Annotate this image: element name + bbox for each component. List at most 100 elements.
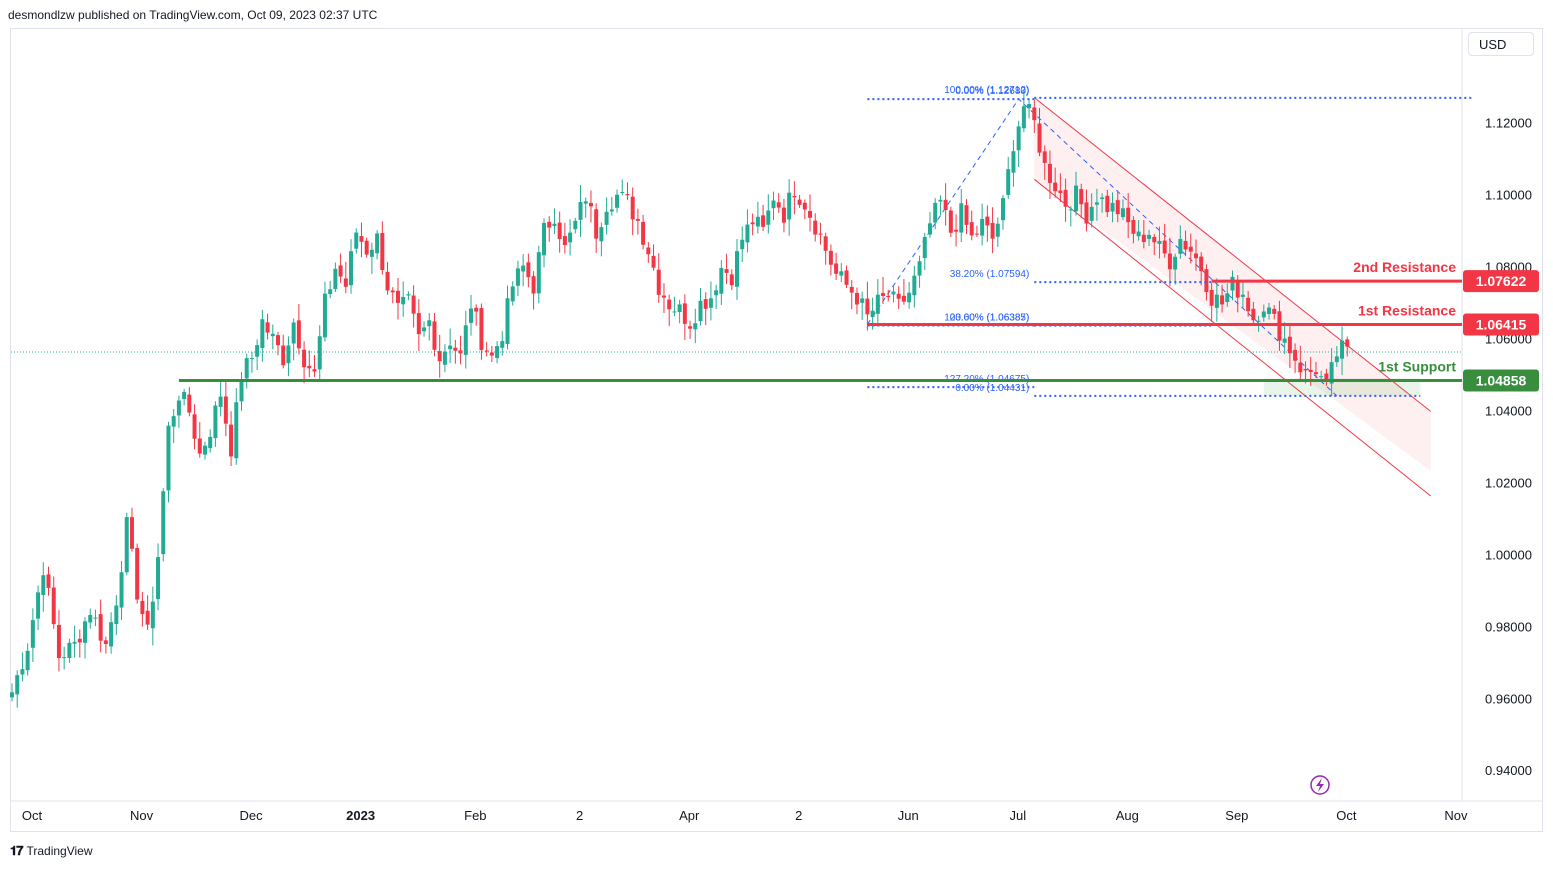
candle-body <box>182 391 187 400</box>
candle-body <box>114 605 119 625</box>
candle-body <box>223 396 228 424</box>
candle-body <box>479 308 484 351</box>
candle-body <box>625 194 630 196</box>
y-tick-label: 1.04000 <box>1485 403 1532 418</box>
candle-body <box>844 270 849 285</box>
candle-body <box>980 218 985 236</box>
candle-body <box>964 205 969 225</box>
candle-body <box>124 517 129 573</box>
candle-body <box>547 221 552 228</box>
candle-body <box>651 255 656 268</box>
candle-body <box>474 307 479 312</box>
candle-body <box>818 233 823 235</box>
candle-body <box>1063 189 1068 207</box>
candle-body <box>1251 308 1256 321</box>
candle-body <box>536 252 541 294</box>
level-name-label: 2nd Resistance <box>1353 259 1456 275</box>
level-name-label: 1st Support <box>1378 359 1456 375</box>
candle-body <box>1256 320 1261 322</box>
x-tick-label: Nov <box>130 808 154 823</box>
candle-body <box>881 293 886 297</box>
candle-body <box>729 274 734 286</box>
candle-body <box>150 601 155 629</box>
lightning-icon-bolt <box>1316 778 1324 792</box>
candle-body <box>1204 269 1209 293</box>
x-tick-label: 2023 <box>346 808 375 823</box>
candle-body <box>1079 189 1084 205</box>
candle-body <box>562 236 567 246</box>
candle-body <box>218 396 223 407</box>
candle-body <box>828 250 833 265</box>
candle-body <box>583 201 588 204</box>
candle-body <box>208 436 213 449</box>
candle-body <box>661 295 666 298</box>
candle-body <box>552 223 557 227</box>
candle-body <box>1308 369 1313 372</box>
candle-body <box>1230 276 1235 291</box>
fib-swing-line <box>866 98 1338 397</box>
candle-body <box>83 621 88 643</box>
candle-body <box>72 641 77 644</box>
candle-body <box>698 300 703 322</box>
chart-frame[interactable] <box>10 28 1543 832</box>
fib-level-label: 23.60% (1.06385) <box>950 313 1030 324</box>
candle-body <box>588 202 593 207</box>
candle-body <box>192 414 197 439</box>
candle-body <box>573 220 578 230</box>
candle-body <box>1246 297 1251 312</box>
x-tick-label: Apr <box>679 808 700 823</box>
fib-level-label: 100.00% (1.06387) <box>944 313 1029 324</box>
candle-body <box>1131 219 1136 234</box>
candle-body <box>1100 197 1105 200</box>
candle-body <box>1329 362 1334 384</box>
candle-body <box>787 192 792 220</box>
candle-body <box>349 251 354 286</box>
candle-body <box>46 574 51 588</box>
candle-body <box>620 191 625 193</box>
candle-body <box>995 223 1000 237</box>
candle-body <box>1240 294 1245 297</box>
candle-body <box>15 675 20 695</box>
candle-body <box>1068 209 1073 211</box>
candle-body <box>907 292 912 303</box>
tradingview-footer[interactable]: 𝟏𝟕 TradingView <box>10 843 93 859</box>
candle-body <box>1214 294 1219 308</box>
candle-body <box>119 572 124 608</box>
candle-body <box>531 276 536 294</box>
x-tick-label: Dec <box>240 808 264 823</box>
y-tick-label: 0.94000 <box>1485 763 1532 778</box>
candle-body <box>307 365 312 369</box>
candle-body <box>1016 126 1021 151</box>
fib-level-label: 100.00% (1.12712) <box>944 85 1029 96</box>
candle-body <box>922 236 927 259</box>
candle-body <box>641 221 646 245</box>
candle-body <box>484 350 489 352</box>
currency-selector[interactable]: USD <box>1468 32 1534 56</box>
candle-body <box>860 298 865 303</box>
x-tick-label: Oct <box>1336 808 1357 823</box>
candle-body <box>442 351 447 365</box>
candle-body <box>792 196 797 198</box>
candle-body <box>161 491 166 555</box>
candle-body <box>781 207 786 223</box>
candle-body <box>901 295 906 302</box>
x-tick-label: Oct <box>22 808 43 823</box>
candle-body <box>255 345 260 357</box>
candle-body <box>599 227 604 242</box>
candle-body <box>672 311 677 313</box>
candle-body <box>411 295 416 314</box>
candle-body <box>985 216 990 226</box>
candle-body <box>187 394 192 413</box>
candle-body <box>296 320 301 349</box>
candle-body <box>886 295 891 298</box>
candle-body <box>1047 163 1052 183</box>
candle-body <box>364 240 369 255</box>
price-tag-label: 1.04858 <box>1476 373 1527 389</box>
candle-body <box>286 345 291 364</box>
candle-body <box>260 319 265 348</box>
candle-body <box>51 587 56 625</box>
candle-body <box>1319 376 1324 378</box>
y-tick-label: 0.98000 <box>1485 619 1532 634</box>
candle-body <box>1094 202 1099 205</box>
